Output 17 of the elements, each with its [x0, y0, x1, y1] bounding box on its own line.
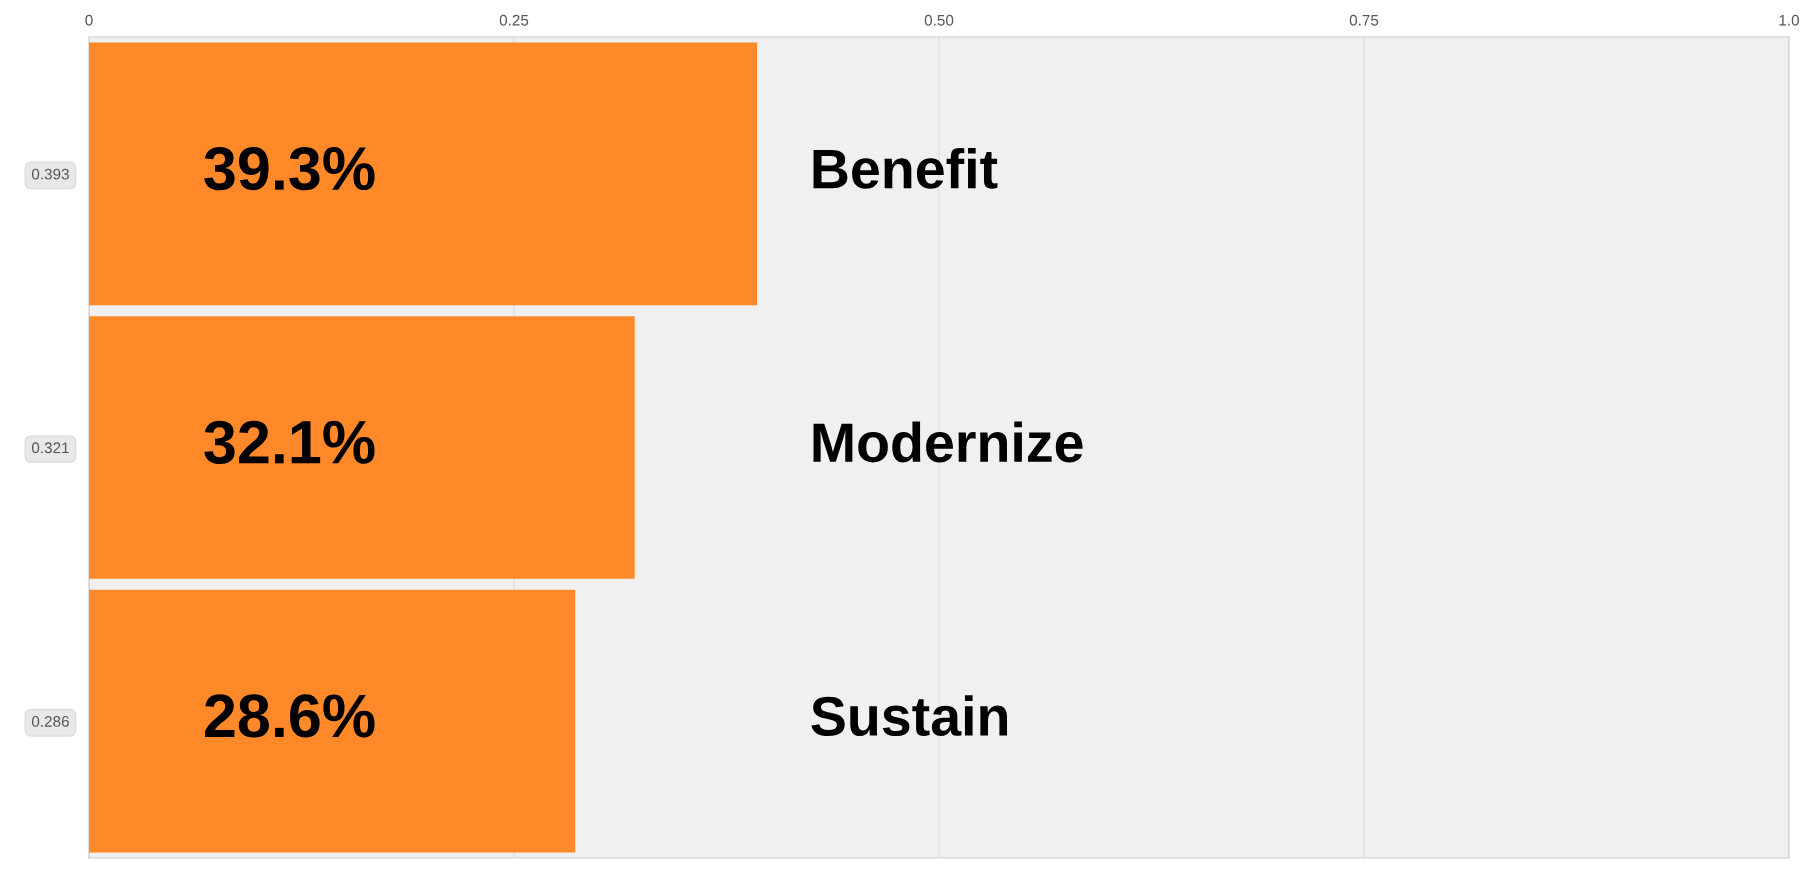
data-label: 39.3%	[204, 146, 375, 191]
x-tick-label: 0.25	[499, 14, 529, 26]
bar	[89, 316, 635, 579]
x-tick-label: 0	[85, 14, 93, 26]
y-tick-label: 0.286	[31, 716, 69, 727]
x-tick-label: 1.0	[1779, 14, 1800, 26]
annotation: Benefit	[813, 147, 998, 189]
annotation: Modernize	[813, 421, 1083, 463]
data-label: 28.6%	[205, 694, 375, 738]
y-tick-label: 0.321	[31, 442, 69, 454]
data-label: 32.1%	[204, 420, 375, 464]
bar	[89, 589, 576, 853]
annotation: Sustain	[811, 695, 1008, 737]
x-tick-label: 0.50	[924, 14, 954, 26]
bar	[89, 42, 758, 306]
y-tick-label: 0.393	[31, 168, 69, 180]
x-tick-label: 0.75	[1349, 14, 1379, 26]
